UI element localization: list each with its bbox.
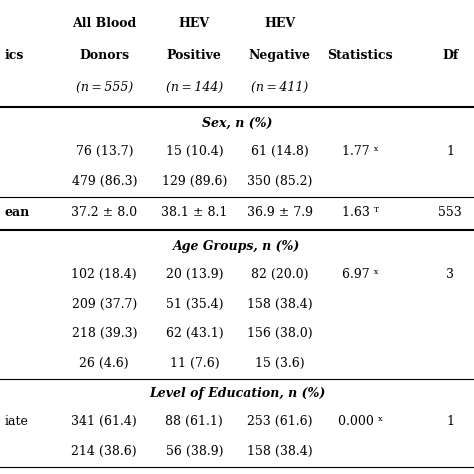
Text: 82 (20.0): 82 (20.0) [251, 268, 309, 282]
Text: 15 (10.4): 15 (10.4) [165, 145, 223, 158]
Text: 6.97 ˣ: 6.97 ˣ [342, 268, 379, 282]
Text: 218 (39.3): 218 (39.3) [72, 327, 137, 340]
Text: HEV: HEV [179, 17, 210, 30]
Text: (n = 144): (n = 144) [166, 81, 223, 94]
Text: 1.63 ᵀ: 1.63 ᵀ [342, 206, 379, 219]
Text: 209 (37.7): 209 (37.7) [72, 298, 137, 311]
Text: Age Groups, n (%): Age Groups, n (%) [173, 240, 301, 253]
Text: 158 (38.4): 158 (38.4) [247, 445, 312, 458]
Text: 76 (13.7): 76 (13.7) [75, 145, 133, 158]
Text: 553: 553 [438, 206, 462, 219]
Text: 1.77 ˣ: 1.77 ˣ [342, 145, 379, 158]
Text: 3: 3 [447, 268, 454, 282]
Text: 15 (3.6): 15 (3.6) [255, 356, 304, 370]
Text: 0.000 ˣ: 0.000 ˣ [337, 415, 383, 428]
Text: All Blood: All Blood [72, 17, 137, 30]
Text: 158 (38.4): 158 (38.4) [247, 298, 312, 311]
Text: 38.1 ± 8.1: 38.1 ± 8.1 [161, 206, 228, 219]
Text: 36.9 ± 7.9: 36.9 ± 7.9 [246, 206, 313, 219]
Text: 214 (38.6): 214 (38.6) [72, 445, 137, 458]
Text: 1: 1 [447, 415, 454, 428]
Text: Sex, n (%): Sex, n (%) [202, 117, 272, 130]
Text: 129 (89.6): 129 (89.6) [162, 174, 227, 188]
Text: HEV: HEV [264, 17, 295, 30]
Text: 341 (61.4): 341 (61.4) [72, 415, 137, 428]
Text: 37.2 ± 8.0: 37.2 ± 8.0 [71, 206, 137, 219]
Text: Statistics: Statistics [328, 49, 393, 62]
Text: 62 (43.1): 62 (43.1) [165, 327, 223, 340]
Text: 51 (35.4): 51 (35.4) [165, 298, 223, 311]
Text: Level of Education, n (%): Level of Education, n (%) [149, 387, 325, 400]
Text: 350 (85.2): 350 (85.2) [247, 174, 312, 188]
Text: (n = 555): (n = 555) [76, 81, 133, 94]
Text: 11 (7.6): 11 (7.6) [170, 356, 219, 370]
Text: 156 (38.0): 156 (38.0) [247, 327, 312, 340]
Text: 1: 1 [447, 145, 454, 158]
Text: Negative: Negative [249, 49, 310, 62]
Text: Positive: Positive [167, 49, 222, 62]
Text: 61 (14.8): 61 (14.8) [251, 145, 309, 158]
Text: Df: Df [442, 49, 458, 62]
Text: ics: ics [5, 49, 24, 62]
Text: ean: ean [5, 206, 30, 219]
Text: 26 (4.6): 26 (4.6) [80, 356, 129, 370]
Text: (n = 411): (n = 411) [251, 81, 308, 94]
Text: 253 (61.6): 253 (61.6) [247, 415, 312, 428]
Text: 20 (13.9): 20 (13.9) [165, 268, 223, 282]
Text: 479 (86.3): 479 (86.3) [72, 174, 137, 188]
Text: iate: iate [5, 415, 28, 428]
Text: 102 (18.4): 102 (18.4) [72, 268, 137, 282]
Text: 56 (38.9): 56 (38.9) [165, 445, 223, 458]
Text: Donors: Donors [79, 49, 129, 62]
Text: 88 (61.1): 88 (61.1) [165, 415, 223, 428]
